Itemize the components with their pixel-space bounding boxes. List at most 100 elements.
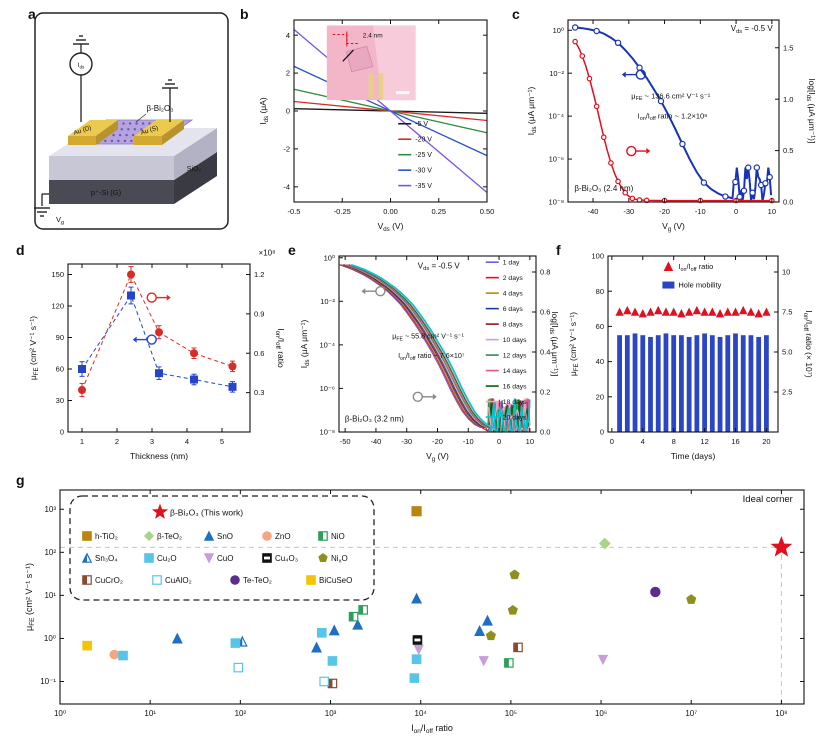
- plot-frame: [59, 489, 805, 705]
- bar: [717, 336, 723, 432]
- svg-text:β-Bi₂O₃ (3.2 nm): β-Bi₂O₃ (3.2 nm): [345, 414, 404, 423]
- svg-text:-35 V: -35 V: [415, 183, 432, 190]
- panel-label-d: d: [16, 242, 25, 258]
- svg-text:4: 4: [185, 437, 189, 446]
- svg-text:Ion/Ioff ratio ~ 1.2×10⁸: Ion/Ioff ratio ~ 1.2×10⁸: [638, 111, 708, 122]
- svg-text:log[Ids (μA μm⁻¹)]: log[Ids (μA μm⁻¹)]: [548, 312, 560, 377]
- svg-text:10⁻²: 10⁻²: [549, 69, 564, 78]
- bar: [694, 335, 700, 432]
- svg-text:0: 0: [610, 437, 614, 446]
- bar: [671, 335, 677, 432]
- series-line: [293, 29, 488, 193]
- svg-text:8 days: 8 days: [503, 322, 524, 329]
- svg-text:4: 4: [286, 31, 290, 40]
- svg-text:10³: 10³: [325, 709, 337, 718]
- svg-text:120: 120: [51, 302, 64, 311]
- svg-text:0.2: 0.2: [540, 388, 550, 397]
- svg-text:CuO: CuO: [217, 554, 233, 563]
- svg-text:10⁰: 10⁰: [44, 634, 56, 643]
- svg-text:μFE ~ 136.6 cm² V⁻¹ s⁻¹: μFE ~ 136.6 cm² V⁻¹ s⁻¹: [631, 91, 710, 102]
- svg-text:Cu₂O: Cu₂O: [157, 554, 177, 563]
- svg-text:-10: -10: [463, 437, 474, 446]
- bar: [686, 336, 692, 432]
- svg-text:10⁻⁶: 10⁻⁶: [320, 384, 335, 393]
- svg-text:μFE (cm² V⁻¹ s⁻¹): μFE (cm² V⁻¹ s⁻¹): [568, 312, 580, 376]
- panel-label-e: e: [288, 242, 296, 258]
- panel-f-chart: 0 4 8 12 16 20 0 20 40 60 80 100 2.5 5.0 7.5 10 Time (da…: [568, 252, 814, 461]
- svg-text:Vds = -0.5 V: Vds = -0.5 V: [731, 24, 774, 35]
- svg-text:-40: -40: [371, 437, 382, 446]
- plot-area: [293, 29, 488, 193]
- svg-text:16: 16: [731, 437, 739, 446]
- svg-text:Vds = -0.5 V: Vds = -0.5 V: [418, 261, 461, 272]
- plot-frame: [567, 19, 780, 203]
- svg-text:10¹: 10¹: [144, 709, 156, 718]
- svg-text:1: 1: [80, 437, 84, 446]
- svg-text:0.25: 0.25: [431, 207, 446, 216]
- svg-text:-30: -30: [401, 437, 412, 446]
- svg-text:60: 60: [596, 322, 604, 331]
- svg-text:Ideal corner: Ideal corner: [743, 494, 793, 505]
- svg-text:10⁷: 10⁷: [685, 709, 697, 718]
- svg-text:10⁴: 10⁴: [415, 709, 428, 718]
- svg-text:16 days: 16 days: [503, 383, 527, 390]
- svg-text:-2: -2: [283, 145, 290, 154]
- svg-text:10 days: 10 days: [503, 337, 527, 344]
- panel-g-chart: 10⁰ 10¹ 10² 10³ 10⁴ 10⁵ 10⁶ 10⁷ 10⁸ 10⁻¹ 10⁰ 10¹ 10²…: [24, 489, 805, 735]
- svg-text:10⁻²: 10⁻²: [320, 297, 335, 306]
- svg-text:10²: 10²: [235, 709, 247, 718]
- svg-text:10⁰: 10⁰: [54, 709, 66, 718]
- svg-text:-0.5: -0.5: [288, 207, 301, 216]
- svg-text:-30: -30: [623, 207, 634, 216]
- svg-text:10⁻⁴: 10⁻⁴: [319, 340, 335, 349]
- svg-text:10⁸: 10⁸: [775, 709, 787, 718]
- svg-text:CuCrO₂: CuCrO₂: [95, 576, 123, 585]
- svg-text:Ion/Ioff ratio: Ion/Ioff ratio: [678, 262, 713, 273]
- svg-text:30: 30: [56, 396, 64, 405]
- svg-text:10: 10: [782, 268, 790, 277]
- svg-text:1.0: 1.0: [783, 95, 793, 104]
- bar: [756, 336, 762, 432]
- svg-text:-50: -50: [340, 437, 351, 446]
- svg-text:10: 10: [768, 207, 776, 216]
- svg-text:0: 0: [734, 207, 738, 216]
- svg-text:4: 4: [641, 437, 645, 446]
- svg-text:20: 20: [762, 437, 770, 446]
- plot-area: [60, 506, 793, 704]
- svg-text:-20: -20: [432, 437, 443, 446]
- svg-text:μFE (cm² V⁻¹ s⁻¹): μFE (cm² V⁻¹ s⁻¹): [24, 563, 36, 631]
- svg-text:12 days: 12 days: [503, 352, 527, 359]
- svg-text:Ids (μA μm⁻¹): Ids (μA μm⁻¹): [299, 320, 311, 369]
- svg-text:150: 150: [51, 270, 64, 279]
- svg-text:×10⁸: ×10⁸: [259, 249, 276, 258]
- svg-text:CuAlO₂: CuAlO₂: [165, 576, 192, 585]
- plot-area: [338, 263, 531, 434]
- svg-text:0.0: 0.0: [540, 428, 550, 437]
- svg-text:10⁻¹: 10⁻¹: [40, 677, 56, 686]
- svg-text:SnO: SnO: [217, 532, 233, 541]
- svg-text:-10: -10: [695, 207, 706, 216]
- svg-text:h-TiO₂: h-TiO₂: [95, 532, 118, 541]
- svg-text:β-Bi₂O₃ (2.4 nm): β-Bi₂O₃ (2.4 nm): [574, 184, 633, 193]
- svg-text:0.50: 0.50: [480, 207, 495, 216]
- svg-text:2 days: 2 days: [503, 275, 524, 282]
- scale-bar: [396, 91, 410, 95]
- panel-label-c: c: [512, 6, 520, 22]
- svg-text:Ion/Ioff ratio: Ion/Ioff ratio: [274, 328, 286, 368]
- bar: [648, 336, 653, 432]
- svg-text:10⁶: 10⁶: [595, 709, 607, 718]
- bar: [740, 335, 746, 432]
- svg-text:Ids (μA μm⁻¹): Ids (μA μm⁻¹): [526, 87, 538, 136]
- svg-text:Ion/Ioff ratio ~ 7.6×10⁷: Ion/Ioff ratio ~ 7.6×10⁷: [398, 351, 465, 362]
- svg-text:10⁻⁸: 10⁻⁸: [549, 198, 564, 207]
- svg-text:100: 100: [591, 252, 604, 261]
- svg-text:μFE (cm² V⁻¹ s⁻¹): μFE (cm² V⁻¹ s⁻¹): [28, 316, 40, 380]
- panel-e-chart: -50 -40 -30 -20 -10 0 10 10⁰ 10⁻² 10⁻⁴ 10⁻⁶ 10⁻⁸ 0.0…: [299, 253, 560, 463]
- bar: [624, 335, 630, 432]
- plot-area: [77, 266, 237, 398]
- svg-text:0.3: 0.3: [254, 388, 264, 397]
- svg-text:-5 V: -5 V: [415, 121, 428, 128]
- svg-text:10²: 10²: [44, 548, 56, 557]
